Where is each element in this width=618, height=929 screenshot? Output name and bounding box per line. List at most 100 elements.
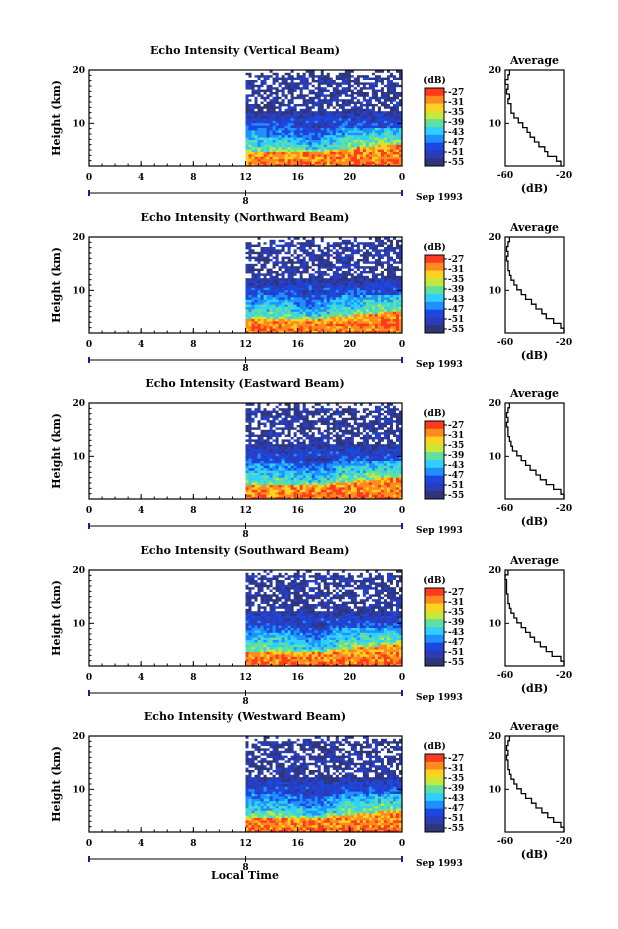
heatmap-cell bbox=[275, 263, 280, 267]
heatmap-cell bbox=[314, 154, 319, 157]
heatmap-cell bbox=[362, 261, 367, 264]
heatmap-cell bbox=[368, 146, 373, 150]
heatmap-cell bbox=[290, 472, 295, 476]
heatmap-cell bbox=[326, 72, 331, 76]
heatmap-cell bbox=[395, 110, 400, 114]
heatmap-cell bbox=[308, 299, 313, 303]
heatmap-cell bbox=[284, 156, 289, 160]
date-label: Sep 1993 bbox=[416, 360, 463, 370]
heatmap-cell bbox=[245, 146, 249, 150]
heatmap-cell bbox=[275, 419, 280, 423]
heatmap-cell bbox=[305, 122, 310, 126]
heatmap-cell bbox=[287, 470, 292, 473]
heatmap-cell bbox=[314, 84, 319, 88]
heatmap-cell bbox=[311, 96, 316, 100]
heatmap-cell bbox=[338, 115, 343, 119]
heatmap-cell bbox=[260, 91, 264, 95]
heatmap-cell bbox=[245, 79, 249, 83]
heatmap-cell bbox=[356, 301, 361, 305]
heatmap-cell bbox=[332, 297, 337, 300]
heatmap-cell bbox=[335, 313, 340, 317]
heatmap-cell bbox=[254, 158, 258, 162]
heatmap-cell bbox=[362, 265, 367, 269]
heatmap-cell bbox=[281, 120, 286, 124]
heatmap-cell bbox=[329, 299, 334, 303]
heatmap-cell bbox=[389, 146, 394, 150]
heatmap-cell bbox=[341, 127, 346, 131]
heatmap-cell bbox=[254, 277, 258, 281]
heatmap-cell bbox=[251, 241, 255, 245]
heatmap-cell bbox=[386, 282, 391, 286]
heatmap-cell bbox=[263, 463, 267, 466]
heatmap-cell bbox=[398, 96, 403, 100]
heatmap-cell bbox=[398, 103, 403, 107]
heatmap-cell bbox=[245, 436, 249, 440]
heatmap-cell bbox=[368, 246, 373, 250]
heatmap-cell bbox=[356, 101, 361, 104]
heatmap-cell bbox=[266, 86, 270, 90]
heatmap-cell bbox=[320, 239, 325, 243]
heatmap-cell bbox=[251, 108, 255, 112]
heatmap-cell bbox=[248, 113, 252, 116]
heatmap-cell bbox=[245, 321, 249, 324]
heatmap-cell bbox=[341, 253, 346, 257]
heatmap-cell bbox=[341, 323, 346, 327]
heatmap-cell bbox=[302, 280, 307, 283]
heatmap-cell bbox=[311, 103, 316, 107]
heatmap-cell bbox=[377, 146, 382, 150]
heatmap-cell bbox=[311, 72, 316, 76]
heatmap-cell bbox=[383, 130, 388, 133]
heatmap-cell bbox=[329, 156, 334, 160]
heatmap-cell bbox=[281, 412, 286, 416]
heatmap-cell bbox=[383, 110, 388, 114]
heatmap-cell bbox=[374, 311, 379, 315]
heatmap-cell bbox=[287, 108, 292, 112]
heatmap-cell bbox=[395, 130, 400, 133]
heatmap-cell bbox=[260, 270, 264, 274]
heatmap-cell bbox=[344, 328, 349, 331]
heatmap-cell bbox=[287, 275, 292, 279]
heatmap-cell bbox=[374, 154, 379, 157]
heatmap-cell bbox=[350, 163, 355, 167]
heatmap-cell bbox=[317, 161, 322, 164]
heatmap-cell bbox=[392, 127, 397, 131]
heatmap-cell bbox=[350, 241, 355, 245]
heatmap-cell bbox=[254, 103, 258, 107]
heatmap-cell bbox=[251, 306, 255, 310]
heatmap-cell bbox=[386, 144, 391, 148]
heatmap-cell bbox=[251, 101, 255, 104]
heatmap-cell bbox=[284, 265, 289, 269]
heatmap-cell bbox=[383, 297, 388, 300]
heatmap-cell bbox=[296, 256, 301, 259]
heatmap-cell bbox=[359, 122, 364, 126]
heatmap-cell bbox=[248, 407, 252, 411]
heatmap-cell bbox=[266, 477, 270, 481]
heatmap-cell bbox=[311, 144, 316, 148]
heatmap-cell bbox=[344, 72, 349, 76]
heatmap-cell bbox=[260, 132, 264, 136]
heatmap-cell bbox=[392, 86, 397, 90]
heatmap-cell bbox=[302, 122, 307, 126]
heatmap-cell bbox=[284, 154, 289, 157]
heatmap-cell bbox=[296, 318, 301, 322]
heatmap-cell bbox=[323, 275, 328, 279]
heatmap-cell bbox=[245, 306, 249, 310]
heatmap-cell bbox=[338, 256, 343, 259]
heatmap-cell bbox=[386, 125, 391, 128]
heatmap-cell bbox=[248, 98, 252, 102]
heatmap-cell bbox=[266, 489, 270, 493]
heatmap-cell bbox=[263, 477, 267, 481]
heatmap-cell bbox=[293, 72, 298, 76]
heatmap-cell bbox=[254, 482, 258, 485]
heatmap-cell bbox=[392, 275, 397, 279]
heatmap-cell bbox=[248, 304, 252, 307]
heatmap-cell bbox=[296, 101, 301, 104]
heatmap-cell bbox=[290, 98, 295, 102]
heatmap-cell bbox=[266, 441, 270, 445]
heatmap-cell bbox=[281, 448, 286, 452]
heatmap-cell bbox=[323, 113, 328, 116]
heatmap-cell bbox=[398, 84, 403, 88]
heatmap-cell bbox=[314, 306, 319, 310]
heatmap-cell bbox=[257, 311, 261, 315]
heatmap-cell bbox=[263, 479, 267, 483]
